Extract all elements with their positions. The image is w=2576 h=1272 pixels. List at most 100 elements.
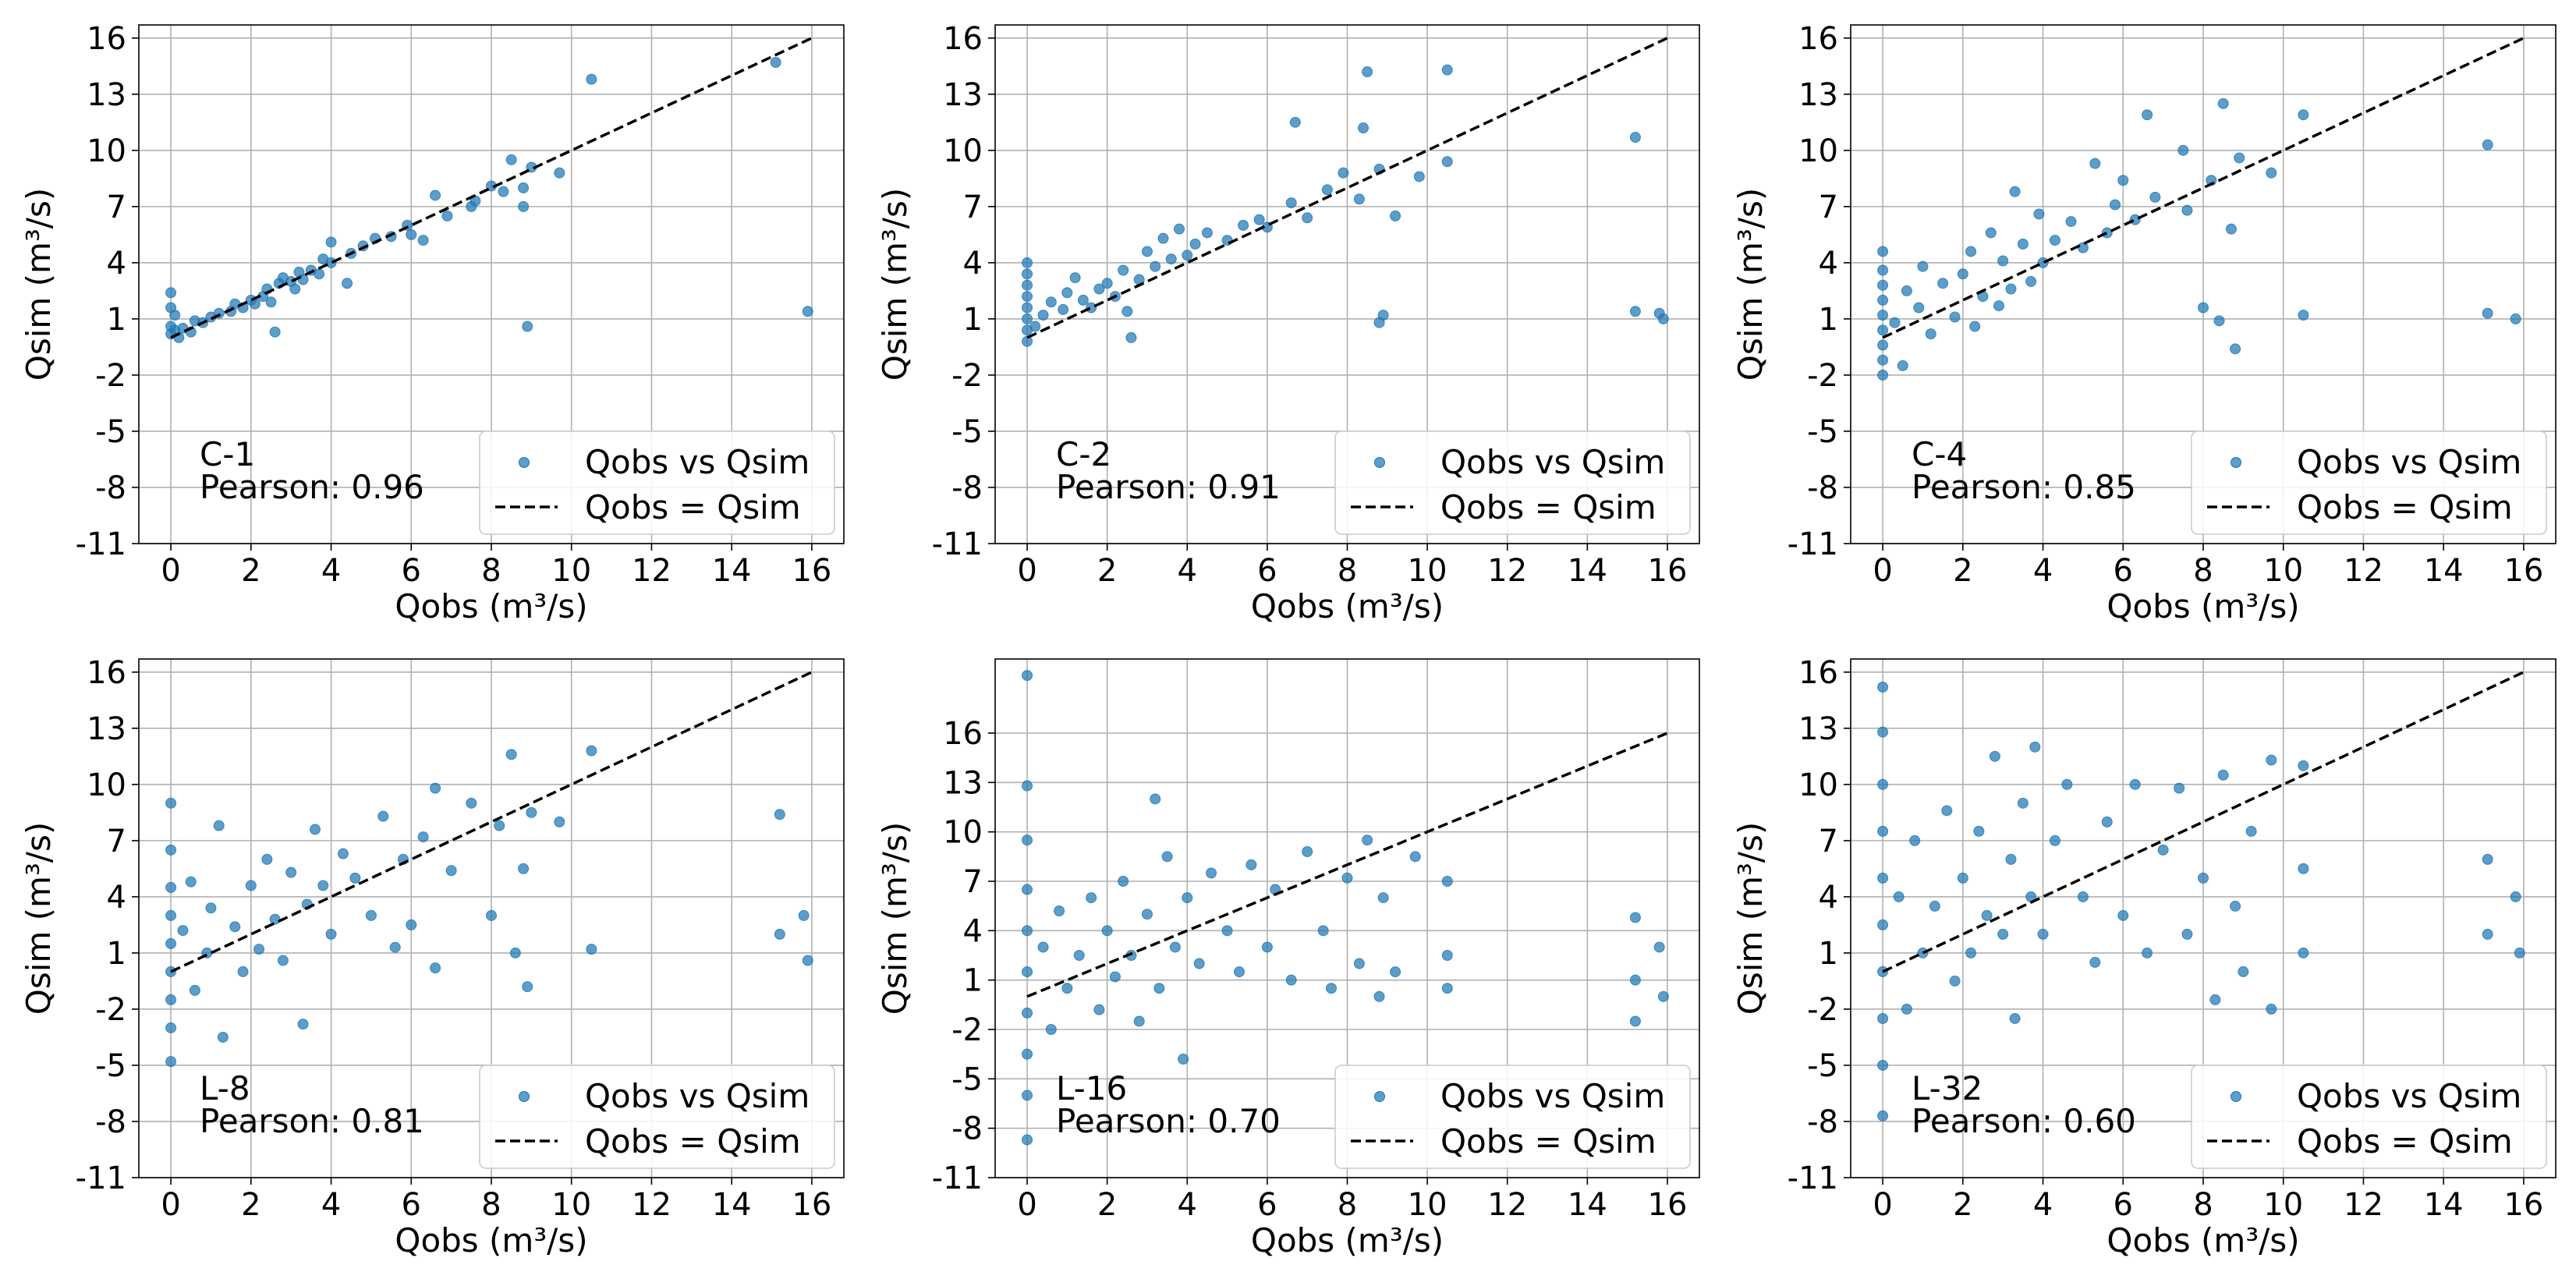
data-point	[165, 797, 177, 809]
data-point	[2005, 853, 2017, 865]
data-point	[1285, 974, 1297, 986]
data-point	[2077, 891, 2089, 902]
data-point	[441, 210, 453, 221]
scatter-series	[165, 745, 813, 1068]
reference-line	[1026, 732, 1668, 998]
x-axis-label: Qobs (m³/s)	[1251, 1221, 1444, 1260]
data-point	[554, 167, 565, 179]
data-point	[509, 947, 521, 958]
data-point	[1997, 255, 2009, 267]
data-point	[2177, 144, 2189, 156]
x-tick-label: 12	[632, 1187, 671, 1223]
legend-box	[2191, 430, 2547, 535]
y-tick-label: 13	[943, 77, 983, 113]
legend-entry-scatter: Qobs vs Qsim	[1440, 443, 1665, 481]
legend-marker-scatter	[1374, 1091, 1385, 1102]
data-point	[522, 981, 533, 993]
data-point	[1086, 892, 1097, 904]
data-point	[518, 200, 530, 212]
data-point	[1022, 670, 1033, 682]
y-tick-label: -8	[95, 1104, 126, 1140]
data-point	[310, 824, 321, 835]
data-point	[2266, 167, 2277, 179]
data-point	[554, 816, 565, 827]
legend: Qobs vs Qsim Qobs = Qsim	[479, 1065, 835, 1169]
data-point	[1289, 116, 1301, 128]
data-point	[2005, 283, 2017, 295]
data-point	[1657, 313, 1669, 324]
data-point	[1150, 260, 1161, 272]
x-tick-label: 2	[241, 553, 260, 589]
x-tick-label: 2	[1953, 1187, 1972, 1223]
data-point	[2149, 191, 2161, 203]
data-point	[1169, 941, 1181, 953]
legend-entry-line: Qobs = Qsim	[2297, 1122, 2513, 1160]
y-tick-label: 16	[1798, 655, 1838, 691]
data-point	[1150, 793, 1161, 805]
data-point	[2181, 204, 2193, 216]
data-point	[1022, 279, 1033, 291]
data-point	[1245, 859, 1257, 870]
data-point	[1261, 941, 1273, 953]
x-tick-label: 6	[402, 553, 421, 589]
data-point	[1054, 905, 1065, 916]
data-point	[1045, 296, 1057, 308]
x-tick-label: 12	[1487, 553, 1527, 589]
data-point	[1441, 983, 1453, 994]
data-point	[406, 229, 417, 240]
x-tick-label: 4	[321, 1187, 341, 1223]
x-tick-label: 4	[1178, 1187, 1197, 1223]
legend-box	[479, 430, 835, 535]
data-point	[1925, 328, 1936, 340]
data-point	[1877, 726, 1889, 738]
data-point	[1413, 171, 1425, 182]
data-point	[2298, 947, 2309, 958]
data-point	[1221, 925, 1233, 937]
data-point	[1997, 928, 2009, 940]
data-point	[1353, 193, 1365, 205]
x-tick-label: 0	[161, 553, 180, 589]
y-tick-label: 4	[1819, 880, 1838, 916]
x-tick-label: 10	[551, 1187, 591, 1223]
data-point	[2049, 235, 2060, 246]
scatter-series	[1022, 64, 1669, 347]
data-point	[406, 919, 417, 930]
data-point	[1077, 294, 1089, 306]
data-point	[494, 820, 505, 831]
x-tick-label: 16	[1648, 1187, 1688, 1223]
data-point	[1629, 974, 1641, 986]
x-tick-label: 8	[1338, 1187, 1357, 1223]
data-point	[2238, 966, 2249, 977]
scatter-series	[1022, 670, 1669, 1146]
data-point	[2245, 825, 2257, 837]
data-point	[1889, 317, 1901, 328]
data-point	[2298, 109, 2309, 121]
legend: Qobs vs Qsim Qobs = Qsim	[2191, 430, 2547, 535]
legend-entry-scatter: Qobs vs Qsim	[585, 443, 810, 481]
data-point	[1022, 313, 1033, 324]
data-point	[1913, 302, 1925, 314]
y-tick-label: -8	[95, 470, 126, 506]
data-point	[205, 902, 217, 914]
data-point	[342, 278, 353, 289]
y-tick-label: 16	[1798, 21, 1838, 57]
legend-entry-line: Qobs = Qsim	[1440, 488, 1657, 526]
y-tick-label: -5	[1807, 414, 1838, 450]
data-point	[2510, 313, 2521, 324]
data-point	[2017, 238, 2029, 250]
data-point	[2101, 816, 2113, 827]
data-point	[1189, 238, 1201, 250]
data-point	[1629, 912, 1641, 923]
data-point	[522, 321, 533, 332]
data-point	[505, 749, 517, 760]
data-point	[1377, 892, 1389, 904]
data-point	[1157, 232, 1169, 244]
data-point	[1957, 872, 1968, 884]
x-tick-label: 8	[1338, 553, 1357, 589]
y-tick-label: -5	[95, 414, 126, 450]
legend-marker-scatter	[519, 457, 530, 468]
y-tick-label: 1	[963, 963, 983, 999]
data-point	[2077, 242, 2089, 253]
data-point	[1390, 210, 1401, 221]
